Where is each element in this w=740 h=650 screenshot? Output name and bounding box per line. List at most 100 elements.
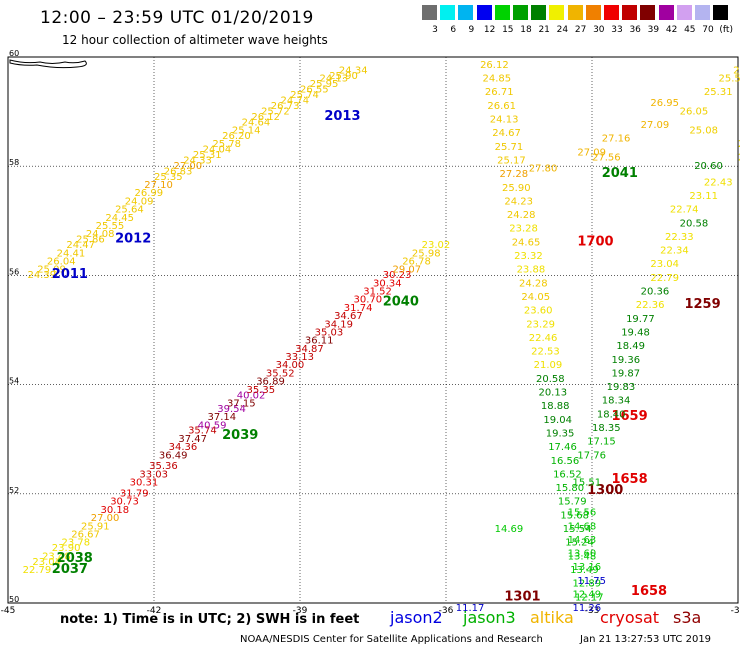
color-swatch xyxy=(458,5,474,20)
wave-height-value: 17.15 xyxy=(587,437,616,448)
color-swatch xyxy=(422,5,437,20)
wave-height-value: 26.20 xyxy=(222,131,251,142)
color-scale-label: 36 xyxy=(629,25,641,35)
color-scale-label: 27 xyxy=(574,25,587,35)
wave-height-value: 23.60 xyxy=(524,306,553,317)
lon-tick-label: -33 xyxy=(585,606,600,616)
color-swatch xyxy=(476,5,492,20)
wave-height-value: 27.28 xyxy=(500,169,529,180)
wave-height-value: 30.70 xyxy=(354,295,383,306)
wave-height-value: 27.00 xyxy=(91,513,120,524)
lon-tick-label: -36 xyxy=(439,606,454,616)
wave-height-value: 26.12 xyxy=(480,60,509,71)
wave-height-value: 25.71 xyxy=(495,142,524,153)
wave-height-value: 27.80 xyxy=(529,164,558,175)
color-swatch xyxy=(658,5,674,20)
wave-height-value: 24.05 xyxy=(521,292,550,303)
wave-height-value: 36.89 xyxy=(256,377,285,388)
lon-tick-label: -45 xyxy=(1,606,16,616)
satellite-legend-item: cryosat xyxy=(600,608,660,627)
wave-height-value: 20.60 xyxy=(694,161,723,172)
color-swatch xyxy=(531,5,547,20)
wave-height-value: 25.64 xyxy=(115,205,144,216)
satellite-legend-item: altika xyxy=(530,608,574,627)
track-time-label: 2013 xyxy=(324,109,360,124)
wave-height-value: 23.04 xyxy=(32,557,61,568)
wave-height-value: 11.17 xyxy=(456,603,485,614)
wave-height-value: 23.90 xyxy=(52,543,81,554)
wave-height-value: 34.00 xyxy=(276,360,305,371)
wave-height-value: 24.41 xyxy=(57,248,86,259)
wave-height-value: 13.48 xyxy=(568,551,597,562)
wave-height-value: 35.52 xyxy=(266,368,295,379)
wave-height-value: 31.74 xyxy=(344,303,373,314)
wave-height-value: 16.56 xyxy=(551,456,580,467)
wave-height-value: 29.07 xyxy=(392,265,421,276)
wave-height-value: 23.11 xyxy=(689,191,718,202)
track-time-label: 1259 xyxy=(684,297,720,312)
wave-height-value: 26.67 xyxy=(71,529,100,540)
wave-height-value: 23.02 xyxy=(422,240,451,251)
wave-height-value: 21.73 xyxy=(738,153,740,164)
wave-height-value: 24.74 xyxy=(281,95,310,106)
wave-height-value: 24.64 xyxy=(242,117,271,128)
wave-height-value: 24.28 xyxy=(519,278,548,289)
wave-height-value: 13.16 xyxy=(573,562,602,573)
track-time-label: 1301 xyxy=(504,589,540,604)
wave-height-value: 26.05 xyxy=(680,106,709,117)
wave-height-value: 24.45 xyxy=(105,213,134,224)
wave-height-value: 30.73 xyxy=(110,497,139,508)
wave-height-value: 36.11 xyxy=(305,336,334,347)
wave-height-value: 13.60 xyxy=(568,549,597,560)
wave-height-value: 39.54 xyxy=(217,404,246,415)
color-scale-label: 30 xyxy=(593,25,605,35)
color-scale-label: 18 xyxy=(520,25,532,35)
wave-height-value: 25.50 xyxy=(719,74,740,85)
color-swatch xyxy=(713,5,729,20)
wave-height-value: 15.24 xyxy=(565,538,594,549)
wave-height-value: 12.89 xyxy=(573,579,602,590)
wave-height-value: 26.12 xyxy=(251,112,280,123)
wave-height-value: 24.67 xyxy=(492,128,521,139)
wave-height-value: 35.35 xyxy=(246,385,275,396)
wave-height-value: 19.77 xyxy=(626,314,655,325)
credit-text: NOAA/NESDIS Center for Satellite Applica… xyxy=(240,634,543,645)
wave-height-value: 25.86 xyxy=(76,235,105,246)
wave-height-value: 26.71 xyxy=(485,87,514,98)
track-time-label: 2039 xyxy=(222,428,258,443)
wave-height-value: 24.13 xyxy=(490,115,519,126)
wave-height-value: 25.17 xyxy=(497,155,526,166)
color-swatch xyxy=(604,5,619,20)
wave-height-value: 35.03 xyxy=(315,327,344,338)
track-time-label: 2011 xyxy=(52,267,88,282)
wave-height-value: 30.31 xyxy=(130,478,159,489)
wave-height-value: 15.79 xyxy=(558,497,587,508)
color-swatch xyxy=(622,5,638,20)
wave-height-value: 30.18 xyxy=(100,505,129,516)
footer-note: note: 1) Time is in UTC; 2) SWH is in fe… xyxy=(60,612,360,627)
color-scale-label: 12 xyxy=(483,25,496,35)
color-swatch xyxy=(640,5,656,20)
color-swatch xyxy=(676,5,692,20)
wave-height-value: 23.88 xyxy=(517,265,546,276)
wave-height-value: 25.98 xyxy=(412,248,441,259)
wave-height-value: 31.79 xyxy=(120,489,149,500)
track-time-label: 2038 xyxy=(57,551,93,566)
color-scale-label: 6 xyxy=(450,25,457,35)
wave-height-value: 19.48 xyxy=(621,327,650,338)
wave-height-value: 25.95 xyxy=(310,79,339,90)
wave-height-value: 19.36 xyxy=(611,355,640,366)
wave-height-value: 22.79 xyxy=(650,273,679,284)
wave-height-value: 24.23 xyxy=(504,196,533,207)
wave-height-value: 23.29 xyxy=(526,319,555,330)
wave-height-value: 40.59 xyxy=(198,420,227,431)
wave-height-value: 25.78 xyxy=(212,139,241,150)
color-scale-label: 39 xyxy=(647,25,660,35)
wave-height-value: 12.17 xyxy=(575,592,604,603)
wave-height-value: 22.33 xyxy=(665,232,694,243)
satellite-legend-item: s3a xyxy=(673,608,702,627)
wave-height-value: 20.13 xyxy=(538,388,567,399)
wave-height-value: 19.04 xyxy=(543,415,572,426)
wave-height-value: 24.09 xyxy=(125,196,154,207)
